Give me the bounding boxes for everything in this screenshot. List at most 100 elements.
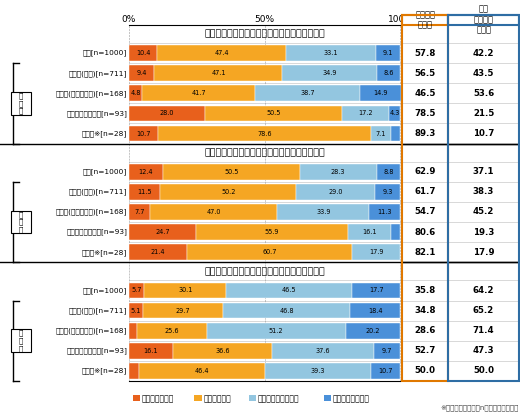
FancyBboxPatch shape — [375, 184, 400, 200]
FancyBboxPatch shape — [206, 323, 346, 339]
Text: 専門職※[n=28]: 専門職※[n=28] — [82, 249, 127, 256]
Text: 会社員(正規)[n=711]: 会社員(正規)[n=711] — [69, 188, 127, 195]
Text: 9.4: 9.4 — [137, 70, 147, 76]
FancyBboxPatch shape — [282, 65, 377, 81]
FancyBboxPatch shape — [129, 303, 143, 318]
Text: 50.0: 50.0 — [473, 366, 494, 376]
FancyBboxPatch shape — [129, 85, 142, 101]
Text: 37.6: 37.6 — [316, 348, 330, 354]
Text: 82.1: 82.1 — [414, 248, 436, 257]
Text: 職
業
別: 職 業 別 — [19, 211, 23, 233]
Text: 47.1: 47.1 — [211, 70, 226, 76]
FancyBboxPatch shape — [129, 343, 173, 359]
Text: 38.3: 38.3 — [473, 187, 495, 196]
Text: 65.2: 65.2 — [473, 306, 494, 315]
FancyBboxPatch shape — [129, 204, 150, 220]
FancyBboxPatch shape — [129, 45, 157, 61]
Text: 11.3: 11.3 — [378, 209, 392, 215]
FancyBboxPatch shape — [300, 164, 376, 180]
Text: 30.1: 30.1 — [178, 288, 192, 293]
FancyBboxPatch shape — [129, 126, 158, 142]
FancyBboxPatch shape — [158, 126, 371, 142]
Text: 100%: 100% — [387, 15, 413, 24]
FancyBboxPatch shape — [226, 283, 353, 298]
Text: 19.3: 19.3 — [473, 227, 495, 237]
Text: そう
思わない
（計）: そう 思わない （計） — [474, 5, 493, 34]
Text: 全体[n=1000]: 全体[n=1000] — [83, 287, 127, 294]
FancyBboxPatch shape — [129, 244, 187, 260]
Text: 47.4: 47.4 — [214, 50, 229, 56]
Text: 46.5: 46.5 — [282, 288, 296, 293]
Text: 12.4: 12.4 — [138, 169, 153, 175]
FancyBboxPatch shape — [129, 224, 196, 240]
FancyBboxPatch shape — [187, 244, 352, 260]
Text: 50.0: 50.0 — [415, 366, 436, 376]
Text: 53.6: 53.6 — [473, 89, 494, 98]
FancyBboxPatch shape — [129, 283, 145, 298]
Text: 18.4: 18.4 — [368, 308, 383, 314]
FancyBboxPatch shape — [129, 164, 163, 180]
Text: 57.8: 57.8 — [414, 49, 436, 58]
Text: 38.7: 38.7 — [301, 90, 315, 96]
FancyBboxPatch shape — [129, 65, 154, 81]
Text: 専門職※[n=28]: 専門職※[n=28] — [82, 368, 127, 374]
Text: 全体[n=1000]: 全体[n=1000] — [83, 50, 127, 56]
FancyBboxPatch shape — [391, 126, 400, 142]
Text: 34.8: 34.8 — [414, 306, 436, 315]
Text: 33.1: 33.1 — [323, 50, 338, 56]
Text: そう思う
（計）: そう思う （計） — [415, 10, 435, 29]
FancyBboxPatch shape — [350, 303, 400, 318]
Text: 10.7: 10.7 — [136, 131, 151, 137]
FancyBboxPatch shape — [371, 363, 400, 379]
Text: 全体[n=1000]: 全体[n=1000] — [83, 168, 127, 175]
FancyBboxPatch shape — [129, 105, 205, 121]
Text: 50%: 50% — [255, 15, 275, 24]
Text: 37.1: 37.1 — [473, 167, 495, 176]
Text: 33.9: 33.9 — [316, 209, 331, 215]
Text: 61.7: 61.7 — [414, 187, 436, 196]
Text: 78.6: 78.6 — [257, 131, 272, 137]
Text: 42.2: 42.2 — [473, 49, 495, 58]
FancyBboxPatch shape — [286, 45, 375, 61]
Text: ややそう思う: ややそう思う — [203, 394, 231, 403]
Text: 会社員(派遣・契約)[n=168]: 会社員(派遣・契約)[n=168] — [56, 327, 127, 334]
FancyBboxPatch shape — [196, 224, 348, 240]
FancyBboxPatch shape — [324, 395, 331, 401]
FancyBboxPatch shape — [129, 363, 139, 379]
FancyBboxPatch shape — [353, 283, 400, 298]
Text: 71.4: 71.4 — [473, 326, 495, 335]
Text: 16.1: 16.1 — [362, 229, 377, 235]
Text: 25.6: 25.6 — [165, 328, 179, 334]
Text: 会社員(派遣・契約)[n=168]: 会社員(派遣・契約)[n=168] — [56, 209, 127, 215]
Text: 自分の仕事が、社会の役に立っていると感じる: 自分の仕事が、社会の役に立っていると感じる — [204, 29, 325, 39]
Text: 7.7: 7.7 — [134, 209, 145, 215]
Text: 職
業
別: 職 業 別 — [19, 93, 23, 114]
Text: 54.7: 54.7 — [414, 208, 436, 217]
Text: 46.4: 46.4 — [194, 368, 209, 374]
FancyBboxPatch shape — [371, 126, 391, 142]
Text: 17.2: 17.2 — [358, 110, 373, 117]
Text: 50.5: 50.5 — [266, 110, 281, 117]
FancyBboxPatch shape — [157, 45, 286, 61]
Text: 60.7: 60.7 — [262, 249, 277, 255]
Text: 56.5: 56.5 — [415, 68, 436, 78]
Text: 10.7: 10.7 — [379, 368, 393, 374]
FancyBboxPatch shape — [173, 343, 272, 359]
FancyBboxPatch shape — [150, 204, 278, 220]
Text: 20.2: 20.2 — [366, 328, 380, 334]
Text: 4.8: 4.8 — [131, 90, 141, 96]
FancyBboxPatch shape — [160, 184, 296, 200]
Text: あまりそう思わない: あまりそう思わない — [258, 394, 300, 403]
Text: 28.0: 28.0 — [160, 110, 174, 117]
FancyBboxPatch shape — [278, 204, 369, 220]
Text: ※専門職は参考値（n数が小さいため）: ※専門職は参考値（n数が小さいため） — [440, 404, 519, 411]
Text: 43.5: 43.5 — [473, 68, 495, 78]
Text: 39.3: 39.3 — [311, 368, 326, 374]
FancyBboxPatch shape — [255, 85, 360, 101]
FancyBboxPatch shape — [143, 303, 224, 318]
Text: 89.3: 89.3 — [414, 129, 436, 138]
Text: 80.6: 80.6 — [415, 227, 436, 237]
Text: 8.8: 8.8 — [383, 169, 394, 175]
FancyBboxPatch shape — [194, 395, 202, 401]
FancyBboxPatch shape — [11, 330, 31, 352]
